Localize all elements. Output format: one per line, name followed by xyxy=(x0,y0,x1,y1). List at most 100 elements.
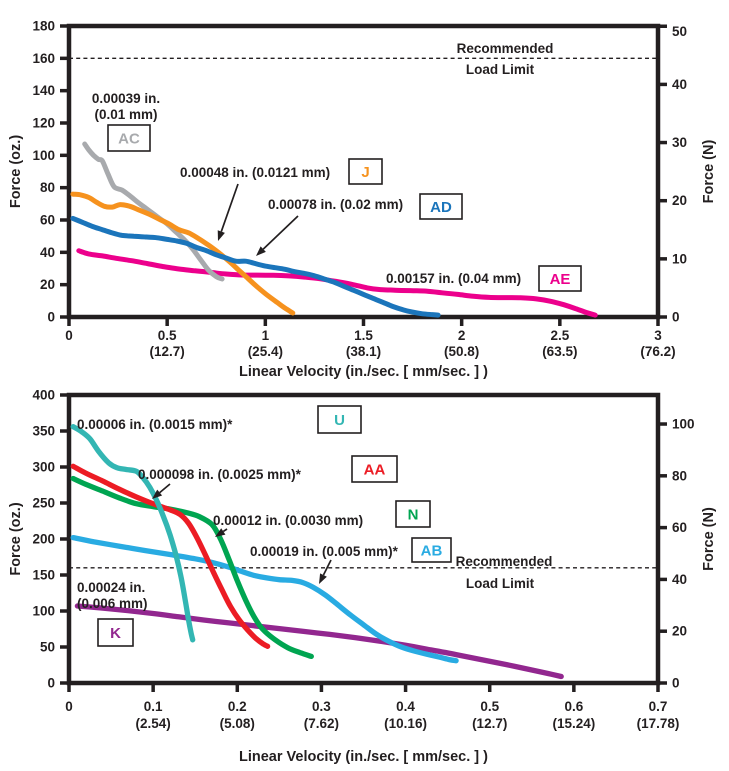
x-tick-label-mm: (76.2) xyxy=(640,344,675,359)
y-tick-label: 180 xyxy=(32,19,55,34)
x-tick-label: 0.5 xyxy=(158,328,177,343)
y-axis-title: Force (oz.) xyxy=(8,502,24,575)
y2-axis-title: Force (N) xyxy=(701,140,717,204)
legend-tag-box-N xyxy=(395,500,431,528)
x-tick-label-mm: (12.7) xyxy=(472,716,507,731)
curve-U xyxy=(70,424,196,643)
load-limit-label-1: Load Limit xyxy=(466,62,535,77)
callout-arrow-1-head xyxy=(256,246,266,256)
y-tick-label: 200 xyxy=(32,532,55,547)
svg-text:Force (oz.): Force (oz.) xyxy=(8,135,24,208)
x-tick-label-mm: (50.8) xyxy=(444,344,479,359)
x-tick-label: 3 xyxy=(654,328,662,343)
annotation-4-line-0: 0.00024 in. xyxy=(77,580,145,595)
legend-tag-box-AC xyxy=(107,124,151,152)
y-tick-label: 140 xyxy=(32,83,55,98)
x-tick-label-mm: (38.1) xyxy=(346,344,381,359)
y2-tick-label: 0 xyxy=(672,310,680,325)
annotation-3-line-0: 0.00157 in. (0.04 mm) xyxy=(386,271,521,286)
y-tick-label: 0 xyxy=(47,310,55,325)
legend-tag-box-K xyxy=(97,618,134,647)
y2-tick-label: 0 xyxy=(672,676,680,691)
curve-J xyxy=(70,191,296,316)
legend-tag-label-U: U xyxy=(334,412,345,429)
annotation-0-line-0: 0.00006 in. (0.0015 mm)* xyxy=(77,417,233,432)
y-tick-label: 0 xyxy=(47,676,55,691)
x-tick-label-mm: (7.62) xyxy=(304,716,339,731)
svg-text:Force (N): Force (N) xyxy=(701,140,717,204)
curve-K xyxy=(74,603,564,680)
y-tick-label: 60 xyxy=(40,213,55,228)
callout-arrow-2-head xyxy=(319,573,327,584)
legend-tag-box-J xyxy=(348,158,383,185)
x-tick-label-mm: (25.4) xyxy=(248,344,283,359)
x-tick-label: 0 xyxy=(65,328,73,343)
y-tick-label: 250 xyxy=(32,496,55,511)
y2-tick-label: 100 xyxy=(672,417,695,432)
y2-tick-label: 30 xyxy=(672,135,687,150)
x-tick-label-mm: (5.08) xyxy=(220,716,255,731)
x-tick-label: 1.5 xyxy=(354,328,373,343)
curve-AE xyxy=(76,248,598,318)
y-tick-label: 300 xyxy=(32,460,55,475)
legend-tag-label-N: N xyxy=(408,507,419,524)
x-tick-label: 2.5 xyxy=(550,328,569,343)
y-tick-label: 100 xyxy=(32,148,55,163)
callout-arrow-1-line xyxy=(222,528,228,533)
y2-tick-label: 60 xyxy=(672,520,687,535)
y2-tick-label: 20 xyxy=(672,624,687,639)
y-tick-label: 120 xyxy=(32,116,55,131)
legend-tag-label-AE: AE xyxy=(550,271,571,288)
x-tick-label-mm: (10.16) xyxy=(384,716,427,731)
x-tick-label-mm: (17.78) xyxy=(637,716,680,731)
y2-tick-label: 50 xyxy=(672,24,687,39)
curve-AD xyxy=(70,215,441,318)
x-tick-label: 0.1 xyxy=(144,699,163,714)
x-axis-title: Linear Velocity (in./sec. [ mm/sec. ] ) xyxy=(239,749,488,765)
callout-arrow-2-line xyxy=(322,559,332,576)
y-axis-title: Force (oz.) xyxy=(8,135,24,208)
x-axis-title: Linear Velocity (in./sec. [ mm/sec. ] ) xyxy=(239,364,488,380)
x-tick-label: 0.7 xyxy=(649,699,668,714)
y2-tick-label: 20 xyxy=(672,193,687,208)
callout-arrow-0-head xyxy=(152,489,163,499)
callout-arrow-1-head xyxy=(215,528,226,537)
callout-arrow-0-head xyxy=(217,230,225,241)
y2-tick-label: 40 xyxy=(672,572,687,587)
legend-tag-box-AB xyxy=(411,537,452,563)
annotation-4-line-1: (0.006 mm) xyxy=(77,596,148,611)
x-tick-label-mm: (2.54) xyxy=(136,716,171,731)
x-tick-label: 1 xyxy=(262,328,270,343)
curve-AA xyxy=(70,463,271,649)
y-tick-label: 100 xyxy=(32,604,55,619)
curve-AC xyxy=(82,141,225,282)
legend-tag-label-AB: AB xyxy=(421,543,443,560)
load-limit-label-1: Load Limit xyxy=(466,576,535,591)
annotation-0-line-1: (0.01 mm) xyxy=(94,107,157,122)
annotation-2-line-0: 0.00078 in. (0.02 mm) xyxy=(268,197,403,212)
legend-tag-box-U xyxy=(317,405,362,434)
legend-tag-box-AE xyxy=(538,265,582,292)
y2-axis-title: Force (N) xyxy=(701,507,717,571)
y-tick-label: 40 xyxy=(40,245,55,260)
y2-tick-label: 40 xyxy=(672,77,687,92)
y2-tick-label: 10 xyxy=(672,251,687,266)
annotation-1-line-0: 0.00048 in. (0.0121 mm) xyxy=(180,165,330,180)
y-tick-label: 150 xyxy=(32,568,55,583)
x-tick-label: 2 xyxy=(458,328,466,343)
legend-tag-label-J: J xyxy=(361,164,369,181)
x-tick-label-mm: (15.24) xyxy=(552,716,595,731)
legend-tag-label-AC: AC xyxy=(118,131,140,148)
x-tick-label: 0.5 xyxy=(480,699,499,714)
legend-tag-label-AA: AA xyxy=(364,462,386,479)
callout-arrow-1-line xyxy=(262,215,299,250)
x-tick-label: 0.6 xyxy=(564,699,583,714)
load-limit-label-0: Recommended xyxy=(456,554,553,569)
legend-tag-box-AA xyxy=(351,455,398,483)
annotation-3-line-0: 0.00019 in. (0.005 mm)* xyxy=(250,544,399,559)
callout-arrow-0-line xyxy=(159,483,171,494)
